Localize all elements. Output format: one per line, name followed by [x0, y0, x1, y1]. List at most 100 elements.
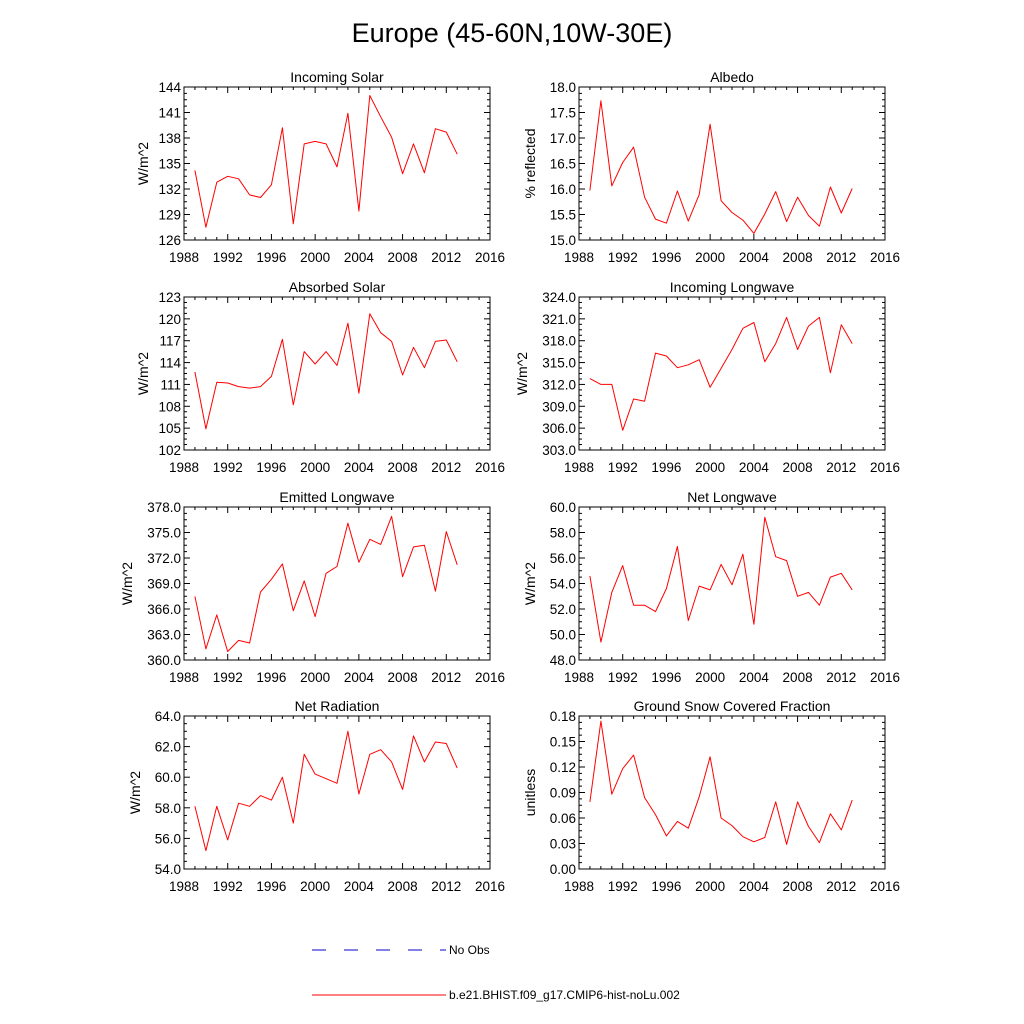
y-tick-label: 60.0: [155, 770, 181, 785]
x-tick-label: 1992: [213, 250, 243, 265]
y-tick-label: 105: [158, 421, 181, 436]
y-tick-label: 60.0: [550, 500, 576, 515]
x-tick-label: 2008: [783, 879, 813, 894]
x-tick-label: 2012: [431, 460, 461, 475]
y-tick-label: 108: [158, 399, 181, 414]
x-tick-label: 2008: [783, 460, 813, 475]
x-tick-label: 2004: [344, 879, 375, 894]
x-tick-label: 2004: [739, 460, 770, 475]
x-tick-label: 2000: [695, 670, 725, 685]
series-line: [194, 730, 458, 852]
x-tick-label: 2000: [300, 670, 330, 685]
x-tick-label: 2012: [826, 879, 856, 894]
y-tick-label: 126: [158, 233, 181, 248]
y-axis-label: % reflected: [522, 128, 538, 198]
y-tick-label: 0.03: [550, 837, 576, 852]
y-tick-label: 0.00: [550, 862, 576, 877]
panel-title: Incoming Solar: [290, 69, 384, 85]
y-axis-label: W/m^2: [522, 562, 538, 605]
y-tick-label: 0.12: [550, 760, 576, 775]
y-tick-label: 141: [158, 106, 181, 121]
x-tick-label: 1996: [256, 460, 286, 475]
y-tick-label: 324.0: [542, 290, 576, 305]
y-tick-label: 17.5: [550, 106, 576, 121]
y-tick-label: 0.15: [550, 735, 576, 750]
y-tick-label: 129: [158, 208, 181, 223]
y-tick-label: 56.0: [550, 551, 576, 566]
y-tick-label: 138: [158, 131, 181, 146]
y-tick-label: 306.0: [542, 421, 576, 436]
x-tick-label: 1988: [169, 460, 199, 475]
y-tick-label: 62.0: [155, 740, 181, 755]
y-tick-label: 312.0: [542, 377, 576, 392]
y-tick-label: 120: [158, 312, 181, 327]
panels: Incoming Solar 1988 1992 1996 2000 2004 2008 20…: [119, 69, 900, 894]
x-tick-label: 1996: [651, 670, 681, 685]
panel-6: Net Longwave 1988 1992 1996 2000 2004 2008 2012…: [522, 489, 900, 685]
plot-frame: [578, 86, 886, 241]
x-tick-label: 2012: [431, 670, 461, 685]
y-tick-label: 321.0: [542, 312, 576, 327]
y-tick-label: 123: [158, 290, 181, 305]
y-tick-label: 15.0: [550, 233, 576, 248]
x-tick-label: 2000: [695, 250, 725, 265]
panel-title: Albedo: [710, 69, 754, 85]
x-tick-label: 2012: [826, 460, 856, 475]
y-tick-label: 52.0: [550, 602, 576, 617]
y-tick-label: 132: [158, 182, 181, 197]
y-tick-label: 17.0: [550, 131, 576, 146]
x-tick-label: 1992: [213, 670, 243, 685]
y-tick-label: 363.0: [147, 628, 181, 643]
plot-frame: [578, 296, 886, 451]
x-tick-label: 1996: [651, 250, 681, 265]
panel-title: Net Longwave: [687, 489, 777, 505]
y-tick-label: 309.0: [542, 399, 576, 414]
series-line: [194, 95, 458, 228]
panel-1: Incoming Solar 1988 1992 1996 2000 2004 2008 20…: [135, 69, 505, 265]
y-tick-label: 0.09: [550, 786, 576, 801]
x-tick-label: 2016: [475, 460, 505, 475]
y-tick-label: 15.5: [550, 208, 576, 223]
x-tick-label: 2004: [739, 879, 770, 894]
x-tick-label: 1996: [256, 250, 286, 265]
plot-frame: [183, 86, 491, 241]
x-tick-label: 2008: [388, 879, 418, 894]
y-tick-label: 114: [159, 356, 181, 371]
plot-frame: [578, 715, 886, 870]
x-tick-label: 1992: [608, 670, 638, 685]
y-tick-label: 144: [158, 80, 181, 95]
x-tick-label: 1992: [213, 460, 243, 475]
x-tick-label: 2000: [695, 460, 725, 475]
y-tick-label: 375.0: [147, 526, 181, 541]
y-tick-label: 56.0: [155, 831, 181, 846]
x-tick-label: 1988: [564, 250, 594, 265]
x-tick-label: 1992: [608, 879, 638, 894]
x-tick-label: 2016: [475, 879, 505, 894]
x-tick-label: 2008: [783, 670, 813, 685]
panel-3: Absorbed Solar 1988 1992 1996 2000 2004 2008 20…: [135, 279, 505, 475]
panel-title: Incoming Longwave: [670, 279, 795, 295]
y-axis-label: W/m^2: [514, 352, 530, 395]
y-tick-label: 16.5: [550, 157, 576, 172]
panel-2: Albedo 1988 1992 1996 2000 2004 2008 2012 2016 15…: [522, 69, 900, 265]
y-tick-label: 372.0: [147, 551, 181, 566]
x-tick-label: 2000: [300, 879, 330, 894]
y-tick-label: 16.0: [550, 182, 576, 197]
x-tick-label: 2008: [388, 250, 418, 265]
legend-label-no-obs: No Obs: [449, 943, 490, 957]
x-tick-label: 2004: [344, 460, 375, 475]
y-axis-label: W/m^2: [119, 562, 135, 605]
x-tick-label: 2012: [826, 670, 856, 685]
y-tick-label: 366.0: [147, 602, 181, 617]
x-tick-label: 2008: [388, 670, 418, 685]
x-tick-label: 1992: [608, 250, 638, 265]
x-tick-label: 2016: [870, 460, 900, 475]
x-tick-label: 2004: [739, 670, 770, 685]
series-line: [589, 316, 853, 431]
y-tick-label: 135: [158, 157, 181, 172]
plot-frame: [183, 506, 491, 661]
x-tick-label: 2016: [475, 250, 505, 265]
y-tick-label: 369.0: [147, 577, 181, 592]
panel-7: Net Radiation 1988 1992 1996 2000 2004 2008 201…: [127, 698, 505, 894]
